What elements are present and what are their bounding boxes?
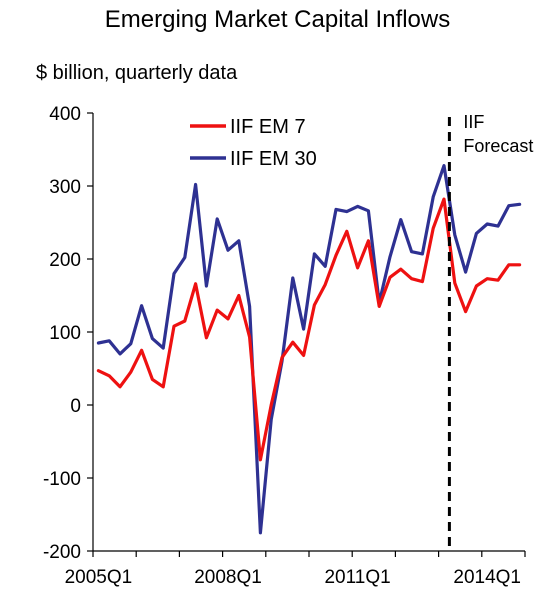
chart-title: Emerging Market Capital Inflows <box>104 6 451 33</box>
y-tick-label: -200 <box>43 542 81 563</box>
x-tick-label: 2005Q1 <box>65 567 133 588</box>
y-tick-label: 200 <box>49 250 81 271</box>
forecast-label-line2: Forecast <box>463 136 533 156</box>
y-tick-label: 400 <box>49 104 81 125</box>
forecast-label-line1: IIF <box>463 112 484 132</box>
y-tick-label: 0 <box>70 396 81 417</box>
chart-subtitle: $ billion, quarterly data <box>36 62 238 84</box>
series-lines <box>96 164 522 535</box>
forecast-marker: IIF Forecast <box>447 112 533 551</box>
series-line-iif-em-30 <box>96 164 522 535</box>
x-tick-label: 2011Q1 <box>324 567 390 588</box>
legend-label: IIF EM 30 <box>230 148 317 170</box>
legend-label: IIF EM 7 <box>230 116 306 138</box>
x-tick-label: 2014Q1 <box>453 567 521 588</box>
y-tick-label: 100 <box>49 323 81 344</box>
legend: IIF EM 7 IIF EM 30 <box>190 116 317 170</box>
x-tick-label: 2008Q1 <box>194 567 262 588</box>
y-tick-label: 300 <box>49 177 81 198</box>
axes: 400 300 200 100 0 -100 -200 2005Q1 2008Q1 2011Q1 2… <box>43 104 526 588</box>
y-tick-label: -100 <box>43 469 81 490</box>
